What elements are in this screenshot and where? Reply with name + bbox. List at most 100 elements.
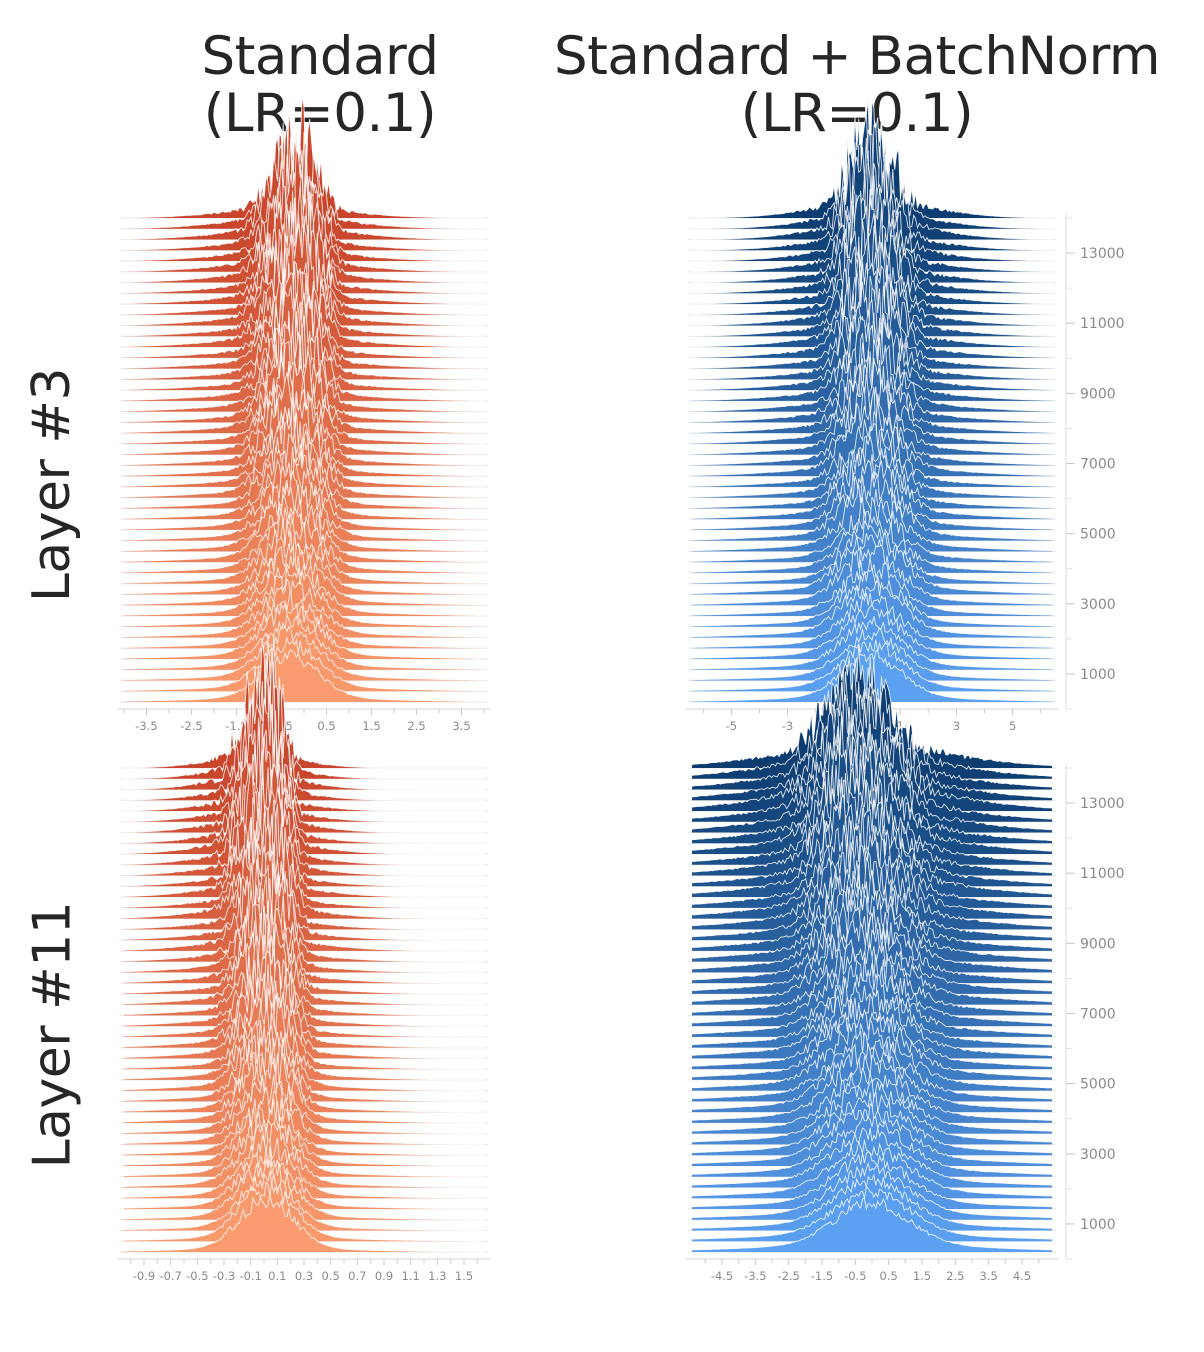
ridge-area: [124, 1074, 484, 1145]
ridge-outline: [123, 850, 484, 952]
x-tick-label: -4.5: [711, 1269, 733, 1283]
ridge-area: [124, 122, 484, 240]
ridge-outline: [691, 496, 1053, 562]
ridge-outline: [691, 200, 1053, 305]
x-tick-label: 1.3: [428, 1269, 446, 1283]
ridge-outline: [691, 992, 1053, 1068]
x-tick-label: 0.5: [880, 1269, 898, 1283]
x-tick-label: 0.3: [295, 1269, 313, 1283]
ridge-outline: [691, 769, 1053, 874]
ridge-outline: [691, 261, 1053, 358]
ridge-outline: [691, 870, 1053, 960]
ridge-area: [124, 638, 484, 692]
ridge-outline: [691, 882, 1053, 970]
ridge-outline: [123, 648, 485, 703]
ridge-outline: [691, 782, 1052, 884]
ridge-outline: [691, 603, 1053, 659]
plot-layer11-standard: -0.9 -0.7 -0.5 -0.3 -0.1 0.1 0.3 0.5 0.7 0.9 1.1 1.…: [108, 633, 500, 1305]
ridge-outline: [691, 794, 1053, 895]
ridge-outline: [691, 137, 1053, 251]
column-title-standard-batchnorm: Standard + BatchNorm (LR=0.1): [553, 26, 1161, 145]
ridge-outline: [691, 100, 1053, 219]
ridge-outline: [123, 397, 485, 477]
x-tick-label: -2.5: [180, 719, 202, 733]
y-axis: 1000 3000 5000 7000 9000 11000 13000: [1065, 214, 1125, 710]
ridge-outline: [123, 1135, 485, 1199]
x-tick-label: -3.5: [744, 1269, 766, 1283]
ridge-area: [124, 649, 484, 702]
ridge-outline: [691, 532, 1053, 595]
ridge-outline: [691, 1078, 1053, 1143]
ridge-outline: [691, 627, 1053, 681]
ridge-outline: [123, 761, 484, 876]
ridge-outline: [691, 1197, 1053, 1251]
ridge-outline: [691, 580, 1053, 638]
y-tick-label: 9000: [1080, 936, 1116, 952]
ridge-area: [124, 1025, 484, 1102]
ridge-outline: [691, 757, 1053, 863]
y-tick-label: 13000: [1080, 796, 1125, 812]
ridge-outline: [123, 1170, 485, 1231]
ridge-outline: [123, 482, 485, 552]
ridge-outline: [123, 646, 484, 780]
x-tick-label: 0.1: [268, 1269, 286, 1283]
ridge-outline: [123, 1050, 485, 1124]
ridge-outline: [123, 1086, 484, 1156]
ridge-outline: [123, 272, 485, 369]
ridge-area: [124, 482, 484, 552]
ridge-outline: [691, 448, 1053, 519]
ridge-outline: [123, 613, 485, 670]
x-tick-label: 3: [953, 719, 960, 733]
ridge-outline: [691, 544, 1053, 605]
y-tick-label: 7000: [1080, 457, 1116, 473]
ridge-area: [124, 1135, 484, 1199]
y-tick-label: 5000: [1080, 1077, 1116, 1093]
ridge-area: [124, 1111, 484, 1177]
ridge-outline: [691, 1151, 1053, 1208]
plot-layer11-standard-batchnorm: -4.5 -3.5 -2.5 -1.5 -0.5 0.5 1.5 2.5 3.5 4.5 1000 3…: [676, 643, 1125, 1305]
ridge-area: [124, 976, 484, 1059]
ridge-outline: [123, 285, 485, 380]
ridge-outline: [123, 432, 485, 509]
ridge-outline: [123, 926, 484, 1016]
x-axis: -4.5 -3.5 -2.5 -1.5 -0.5 0.5 1.5 2.5 3.5 4.5: [686, 1258, 1058, 1283]
ridge-outline: [691, 519, 1053, 584]
row-label-layer-3-text: Layer #3: [22, 367, 83, 603]
y-tick-label: 1000: [1080, 1217, 1116, 1233]
ridge-outline: [123, 335, 485, 423]
ridge-outline: [123, 823, 484, 930]
y-tick-label: 1000: [1080, 667, 1116, 683]
ridge-area: [124, 1062, 484, 1134]
ridge-outline: [123, 633, 484, 769]
ridge-outline: [123, 222, 485, 326]
ridge-outline: [123, 875, 484, 973]
ridge-outline: [691, 325, 1053, 412]
plot-layer3-standard: -3.5-2.5-1.5-0.50.51.52.53.5: [108, 96, 500, 755]
ridge-outline: [691, 969, 1053, 1046]
ridge-outline: [123, 1000, 484, 1081]
ridge-outline: [123, 519, 485, 584]
x-tick-label: 4.5: [1013, 1269, 1031, 1283]
y-tick-label: 11000: [1080, 316, 1125, 332]
ridge-outline: [123, 1193, 485, 1253]
ridge-outline: [123, 602, 485, 660]
ridge-outline: [123, 591, 485, 649]
ridge-outline: [691, 732, 1053, 842]
ridge-area: [124, 1000, 484, 1080]
ridge-outline: [123, 736, 484, 855]
ridge-outline: [123, 446, 485, 520]
ridge-outline: [123, 96, 485, 219]
x-tick-label: -0.7: [159, 1269, 181, 1283]
ridge-outline: [691, 1127, 1053, 1186]
ridge-outline: [123, 888, 484, 984]
ridge-outline: [123, 372, 485, 455]
x-tick-label: 1: [896, 719, 903, 733]
ridge-area: [692, 1198, 1052, 1252]
ridge-outline: [123, 863, 484, 963]
x-tick-label: -2.5: [777, 1269, 799, 1283]
y-tick-label: 11000: [1080, 866, 1125, 882]
ridge-outline: [123, 1181, 485, 1242]
ridge-outline: [123, 543, 485, 606]
ridge-area: [124, 1193, 484, 1252]
ridge-outline: [123, 838, 484, 941]
